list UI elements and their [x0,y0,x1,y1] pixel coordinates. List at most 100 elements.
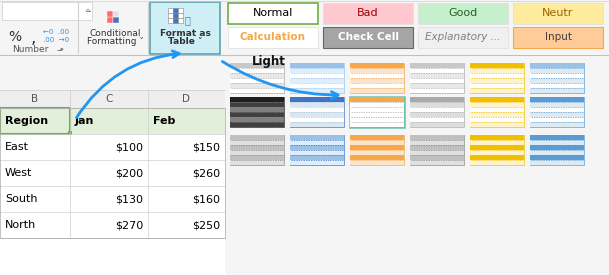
Text: $160: $160 [192,194,220,204]
Bar [350,78,404,83]
Bar [323,27,413,48]
Text: Formatting ˅: Formatting ˅ [86,37,144,46]
Bar [230,135,284,165]
Bar [513,3,603,24]
Bar [230,83,284,88]
Bar [410,97,464,102]
Bar [350,83,404,88]
Bar [350,135,404,140]
Bar [290,160,344,165]
Text: Bad: Bad [357,9,379,18]
Bar [0,0,609,90]
Bar [230,117,284,122]
Bar [410,140,464,145]
Bar [410,63,464,68]
Text: C: C [105,94,113,104]
Bar [173,13,178,18]
Bar [418,27,508,48]
Bar [470,68,524,73]
Bar [68,131,72,135]
Text: Light: Light [252,56,286,68]
Bar [230,63,284,68]
Text: Feb: Feb [153,116,175,126]
Text: Jan: Jan [75,116,94,126]
Bar [230,150,284,155]
Text: Number: Number [12,45,48,54]
Bar [0,108,70,134]
Bar [350,140,404,145]
Bar [410,112,464,117]
Text: D: D [182,94,190,104]
Bar [290,102,344,107]
Bar [230,68,284,73]
Bar [530,107,584,112]
Bar [178,8,183,13]
Bar [168,8,173,13]
Bar [290,78,344,83]
Bar [530,150,584,155]
Bar [230,63,284,93]
Bar [350,150,404,155]
Bar [230,78,284,83]
Bar [290,63,344,68]
Text: $150: $150 [192,142,220,152]
Bar [350,122,404,127]
Bar [470,160,524,165]
Bar [470,150,524,155]
Bar [418,3,508,24]
Bar [350,73,404,78]
Bar [530,140,584,145]
Bar [350,160,404,165]
Bar [113,11,119,17]
Bar [350,102,404,107]
Bar [350,63,404,93]
Bar [530,78,584,83]
Bar [470,145,524,150]
Bar [230,73,284,78]
Bar [530,68,584,73]
Bar [350,107,404,112]
Bar [290,112,344,117]
Bar [470,107,524,112]
Bar [410,83,464,88]
Bar [470,122,524,127]
Bar [230,102,284,107]
Bar [470,140,524,145]
Bar [470,63,524,68]
Bar [290,83,344,88]
Bar [410,107,464,112]
Bar [0,90,225,108]
Bar [530,117,584,122]
Bar [410,117,464,122]
Bar [228,3,318,24]
Bar [230,88,284,93]
Bar [410,135,464,140]
Bar [470,112,524,117]
Bar [290,117,344,122]
Bar [410,73,464,78]
Bar [530,73,584,78]
Text: $200: $200 [115,168,143,178]
Text: Conditional: Conditional [90,29,141,37]
Text: West: West [5,168,32,178]
Bar [230,145,284,150]
Bar [290,107,344,112]
Bar [350,63,404,68]
Bar [290,140,344,145]
Bar [107,17,113,23]
Bar [323,3,413,24]
Bar [230,97,284,102]
Bar [470,83,524,88]
Bar [290,73,344,78]
Bar [470,135,524,165]
Bar [410,122,464,127]
Bar [290,97,344,127]
Text: ←0  .00: ←0 .00 [43,29,69,35]
Bar [470,102,524,107]
Text: 🖌: 🖌 [184,15,190,25]
Bar [230,122,284,127]
Bar [513,27,603,48]
Bar [0,108,225,134]
Text: Check Cell: Check Cell [337,32,398,43]
Bar [530,88,584,93]
